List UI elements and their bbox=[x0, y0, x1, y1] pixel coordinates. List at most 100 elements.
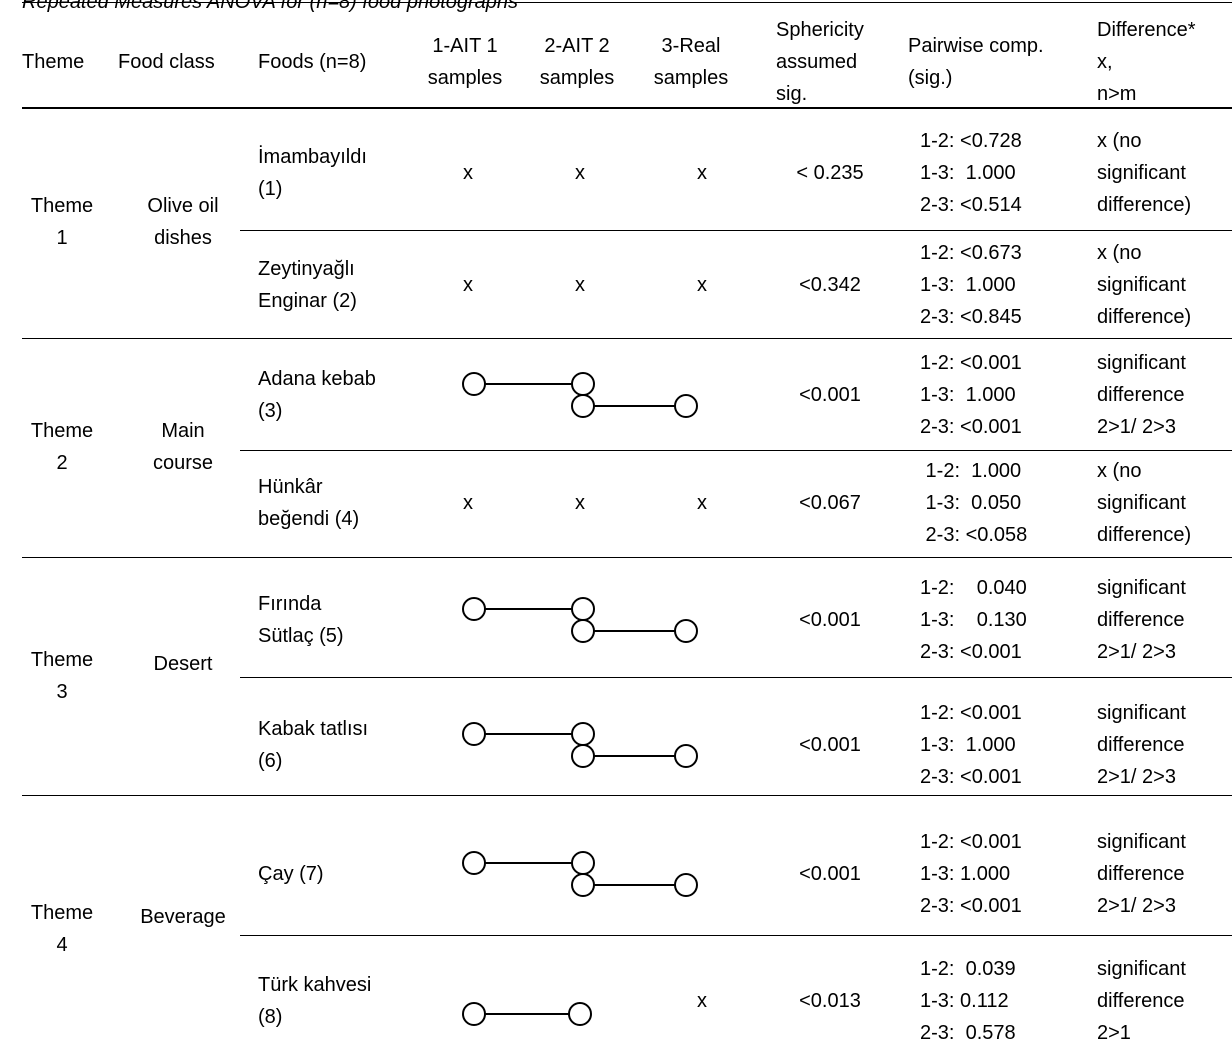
sample-node bbox=[571, 597, 595, 621]
pairwise-line: 1-3: 0.130 bbox=[920, 609, 1027, 631]
pairwise-line: 1-2: <0.673 bbox=[920, 242, 1022, 264]
theme: Theme 2 bbox=[30, 420, 94, 474]
pairwise-line: 2-3: <0.001 bbox=[920, 416, 1022, 438]
sample-node bbox=[674, 394, 698, 418]
comparison-diagram bbox=[462, 851, 698, 897]
pairwise-line: 2-3: <0.001 bbox=[920, 641, 1022, 663]
theme-rule bbox=[22, 557, 1232, 558]
pairwise-line: 1-2: 0.039 bbox=[920, 958, 1016, 980]
food-name: Zeytinyağlı Enginar (2) bbox=[258, 258, 357, 312]
sample-mark: x bbox=[697, 492, 707, 514]
row-rule bbox=[240, 230, 1232, 231]
sample-mark: x bbox=[697, 162, 707, 184]
caption: Repeated Measures ANOVA for (n=8) food p… bbox=[22, 0, 519, 13]
row-rule bbox=[240, 450, 1232, 451]
sample-node bbox=[568, 1002, 592, 1026]
column-header: Pairwise comp. (sig.) bbox=[908, 35, 1044, 89]
difference: x (no significant difference) bbox=[1097, 460, 1192, 546]
comparison-diagram bbox=[462, 372, 698, 418]
food-class: Desert bbox=[153, 653, 213, 675]
pairwise-line: 1-3: 0.050 bbox=[920, 492, 1022, 514]
comparison-diagram bbox=[462, 722, 698, 768]
column-header: 1-AIT 1 samples bbox=[427, 35, 503, 89]
sphericity-sig: <0.001 bbox=[799, 863, 861, 885]
difference: significant difference 2>1/ 2>3 bbox=[1097, 577, 1186, 663]
sample-node bbox=[571, 873, 595, 897]
pairwise-line: 1-3: 1.000 bbox=[920, 274, 1016, 296]
pairwise-line: 1-3: 1.000 bbox=[920, 384, 1016, 406]
sample-node bbox=[571, 851, 595, 875]
pairwise-line: 1-3: 1.000 bbox=[920, 863, 1011, 885]
difference: significant difference 2>1/ 2>3 bbox=[1097, 352, 1186, 438]
column-header: 3-Real samples bbox=[653, 35, 729, 89]
food-class: Olive oil dishes bbox=[147, 195, 219, 249]
sample-mark: x bbox=[575, 492, 585, 514]
sphericity-sig: <0.067 bbox=[799, 492, 861, 514]
difference: significant difference 2>1 bbox=[1097, 958, 1186, 1044]
pairwise-line: 2-3: <0.058 bbox=[920, 524, 1028, 546]
sample-node bbox=[674, 873, 698, 897]
row-rule bbox=[240, 677, 1232, 678]
sphericity-sig: <0.001 bbox=[799, 734, 861, 756]
pairwise-line: 1-2: <0.001 bbox=[920, 352, 1022, 374]
food-name: İmambayıldı (1) bbox=[258, 146, 367, 200]
pairwise-line: 2-3: 0.578 bbox=[920, 1022, 1016, 1044]
difference: significant difference 2>1/ 2>3 bbox=[1097, 831, 1186, 917]
pairwise-line: 1-2: 0.040 bbox=[920, 577, 1027, 599]
food-class: Main course bbox=[152, 420, 214, 474]
pairwise-line: 1-2: <0.001 bbox=[920, 831, 1022, 853]
difference: significant difference 2>1/ 2>3 bbox=[1097, 702, 1186, 788]
sample-mark: x bbox=[575, 162, 585, 184]
theme-rule bbox=[22, 338, 1232, 339]
sample-node bbox=[462, 1002, 486, 1026]
theme-rule bbox=[22, 795, 1232, 796]
sphericity-sig: <0.342 bbox=[799, 274, 861, 296]
column-header: Foods (n=8) bbox=[258, 51, 367, 73]
header-rule bbox=[22, 107, 1232, 109]
pairwise-line: 1-2: <0.001 bbox=[920, 702, 1022, 724]
pairwise-line: 1-3: 0.112 bbox=[920, 990, 1009, 1012]
theme: Theme 3 bbox=[30, 649, 94, 703]
sample-mark: x bbox=[463, 162, 473, 184]
pairwise-line: 2-3: <0.845 bbox=[920, 306, 1022, 328]
sample-node bbox=[571, 394, 595, 418]
sample-mark: x bbox=[575, 274, 585, 296]
pairwise-line: 1-3: 1.000 bbox=[920, 734, 1016, 756]
comparison-diagram bbox=[462, 597, 698, 643]
difference: x (no significant difference) bbox=[1097, 130, 1192, 216]
food-name: Fırında Sütlaç (5) bbox=[258, 593, 344, 647]
column-header: 2-AIT 2 samples bbox=[539, 35, 615, 89]
top-rule bbox=[22, 2, 1232, 3]
row-rule bbox=[240, 935, 1232, 936]
sphericity-sig: <0.001 bbox=[799, 609, 861, 631]
sample-node bbox=[571, 744, 595, 768]
sample-node bbox=[462, 851, 486, 875]
sample-node bbox=[571, 722, 595, 746]
pairwise-line: 1-3: 1.000 bbox=[920, 162, 1016, 184]
sample-node bbox=[571, 372, 595, 396]
sphericity-sig: <0.013 bbox=[799, 990, 861, 1012]
sphericity-sig: <0.001 bbox=[799, 384, 861, 406]
pairwise-line: 2-3: <0.001 bbox=[920, 766, 1022, 788]
comparison-diagram bbox=[462, 1002, 592, 1026]
pairwise-line: 2-3: <0.001 bbox=[920, 895, 1022, 917]
theme: Theme 1 bbox=[30, 195, 94, 249]
column-header: Difference* x, n>m bbox=[1097, 19, 1196, 105]
food-name: Türk kahvesi (8) bbox=[258, 974, 372, 1028]
sample-node bbox=[462, 597, 486, 621]
sample-mark: x bbox=[697, 990, 707, 1012]
column-header: Sphericity assumed sig. bbox=[776, 19, 864, 105]
pairwise-line: 1-2: <0.728 bbox=[920, 130, 1022, 152]
sample-mark: x bbox=[697, 274, 707, 296]
column-header: Food class bbox=[118, 51, 215, 73]
sample-mark: x bbox=[463, 274, 473, 296]
difference: x (no significant difference) bbox=[1097, 242, 1192, 328]
theme: Theme 4 bbox=[30, 902, 94, 956]
food-name: Çay (7) bbox=[258, 863, 324, 885]
food-class: Beverage bbox=[140, 906, 226, 928]
sample-node bbox=[462, 372, 486, 396]
sample-node bbox=[674, 744, 698, 768]
sample-node bbox=[571, 619, 595, 643]
column-header: Theme bbox=[22, 51, 85, 73]
pairwise-line: 2-3: <0.514 bbox=[920, 194, 1022, 216]
